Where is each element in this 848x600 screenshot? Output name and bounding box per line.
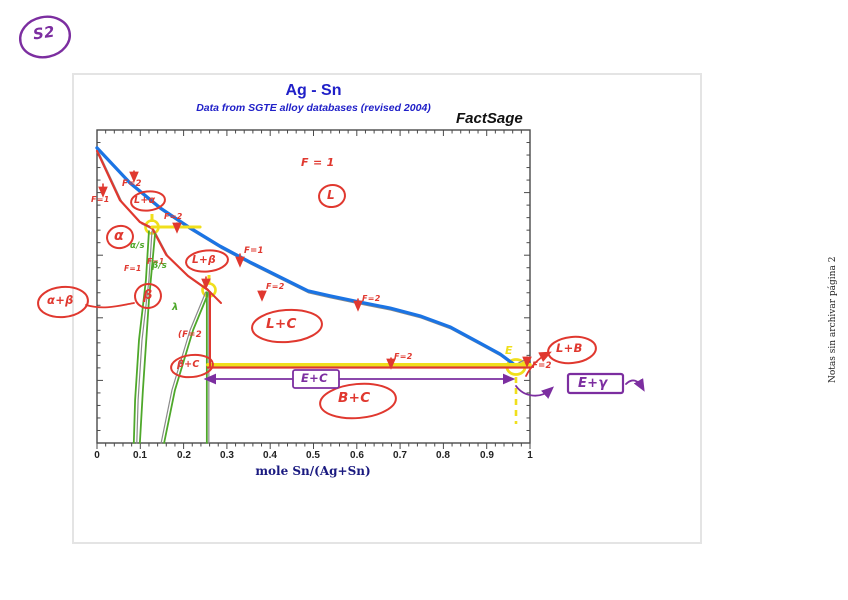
chart-subtitle: Data from SGTE alloy databases (revised …	[196, 102, 431, 114]
E-C-box	[292, 369, 340, 389]
alpha-beta-pointer	[85, 302, 135, 309]
annotation-B-C: B+C	[338, 390, 371, 406]
ring-L-beta	[185, 249, 229, 273]
annotation-beta-s: β/s	[152, 261, 168, 271]
annotation-F1-left: F=1	[91, 195, 110, 204]
annotation-L-C: L+C	[266, 316, 297, 332]
ring-alpha-beta	[37, 285, 89, 319]
ring-beta	[134, 282, 162, 310]
annotation-beta-C: β+C	[177, 359, 200, 370]
x-tick-10: 1	[527, 450, 533, 461]
x-tick-8: 0.8	[436, 450, 450, 461]
ring-L-alpha	[130, 190, 166, 212]
axis-ticks	[96, 129, 531, 449]
annotation-beta: β	[143, 288, 153, 303]
arrow-after-E-gamma	[625, 378, 645, 392]
annotation-E-C: E+C	[301, 371, 328, 385]
beta-solvus	[163, 291, 210, 444]
annotation-alpha-beta: α+β	[47, 293, 74, 307]
arrow-to-L-B	[525, 351, 552, 377]
x-tick-7: 0.7	[393, 450, 407, 461]
x-axis-title: mole Sn/(Ag+Sn)	[255, 464, 371, 478]
side-note-vertical: Notas sin archivar página 2	[828, 256, 838, 383]
annotation-F2-tieline2: F=2	[266, 282, 285, 291]
annotation-L-beta: L+β	[192, 254, 216, 266]
ring-beta-C	[170, 353, 214, 379]
annotation-F2-right: F=2	[532, 361, 552, 371]
factsage-logo: FactSage	[456, 110, 523, 127]
yellow-highlights	[144, 214, 527, 424]
annotation-F2-liquidus: F=2	[362, 294, 381, 303]
annotation-L-B: L+B	[556, 341, 583, 355]
phase-diagram-curves	[95, 146, 532, 444]
ring-S2	[18, 15, 72, 59]
E-gamma-box	[566, 372, 625, 395]
x-tick-2: 0.2	[177, 450, 191, 461]
x-tick-5: 0.5	[306, 450, 320, 461]
ring-L-C	[251, 308, 323, 344]
annotation-F1-mid: F=1	[147, 257, 165, 266]
ring-alpha	[106, 224, 134, 250]
annotation-page-s2: S2	[31, 22, 56, 44]
annotation-F2-solvus: (F=2	[178, 330, 202, 340]
annotation-E: E	[505, 344, 513, 357]
alpha-solvus-2	[138, 233, 156, 444]
annotation-F1-top: F = 1	[301, 156, 335, 169]
annotation-F2-eutectic: F=2	[394, 352, 413, 361]
x-tick-1: 0.1	[133, 450, 147, 461]
annotation-L: L	[327, 188, 335, 202]
annotation-F1-liquidus: F=1	[244, 246, 264, 256]
x-tick-6: 0.6	[350, 450, 364, 461]
plot-frame	[96, 129, 531, 444]
x-tick-4: 0.4	[263, 450, 277, 461]
annotation-lambda: λ	[172, 302, 179, 313]
chart-title: Ag - Sn	[285, 82, 342, 99]
x-tick-9: 0.9	[480, 450, 494, 461]
purple-pen-marks	[18, 15, 645, 399]
annotation-F1-mid2: F=1	[124, 264, 142, 273]
annotation-F2-tieline: F=2	[164, 212, 183, 221]
liquidus	[95, 146, 517, 367]
annotation-L-alpha: L+α	[134, 195, 156, 206]
annotation-F2-upperleft: F=2	[122, 179, 142, 189]
red-overshoot	[206, 288, 222, 304]
alpha-solvus	[132, 230, 150, 444]
annotation-E-gamma: E+γ	[578, 376, 608, 391]
x-tick-0: 0	[94, 450, 100, 461]
arrow-to-E-gamma	[515, 385, 555, 399]
x-tick-3: 0.3	[220, 450, 234, 461]
ring-L	[318, 183, 346, 209]
annotation-alpha-s: α/s	[130, 241, 145, 251]
annotation-alpha: α	[114, 228, 124, 244]
